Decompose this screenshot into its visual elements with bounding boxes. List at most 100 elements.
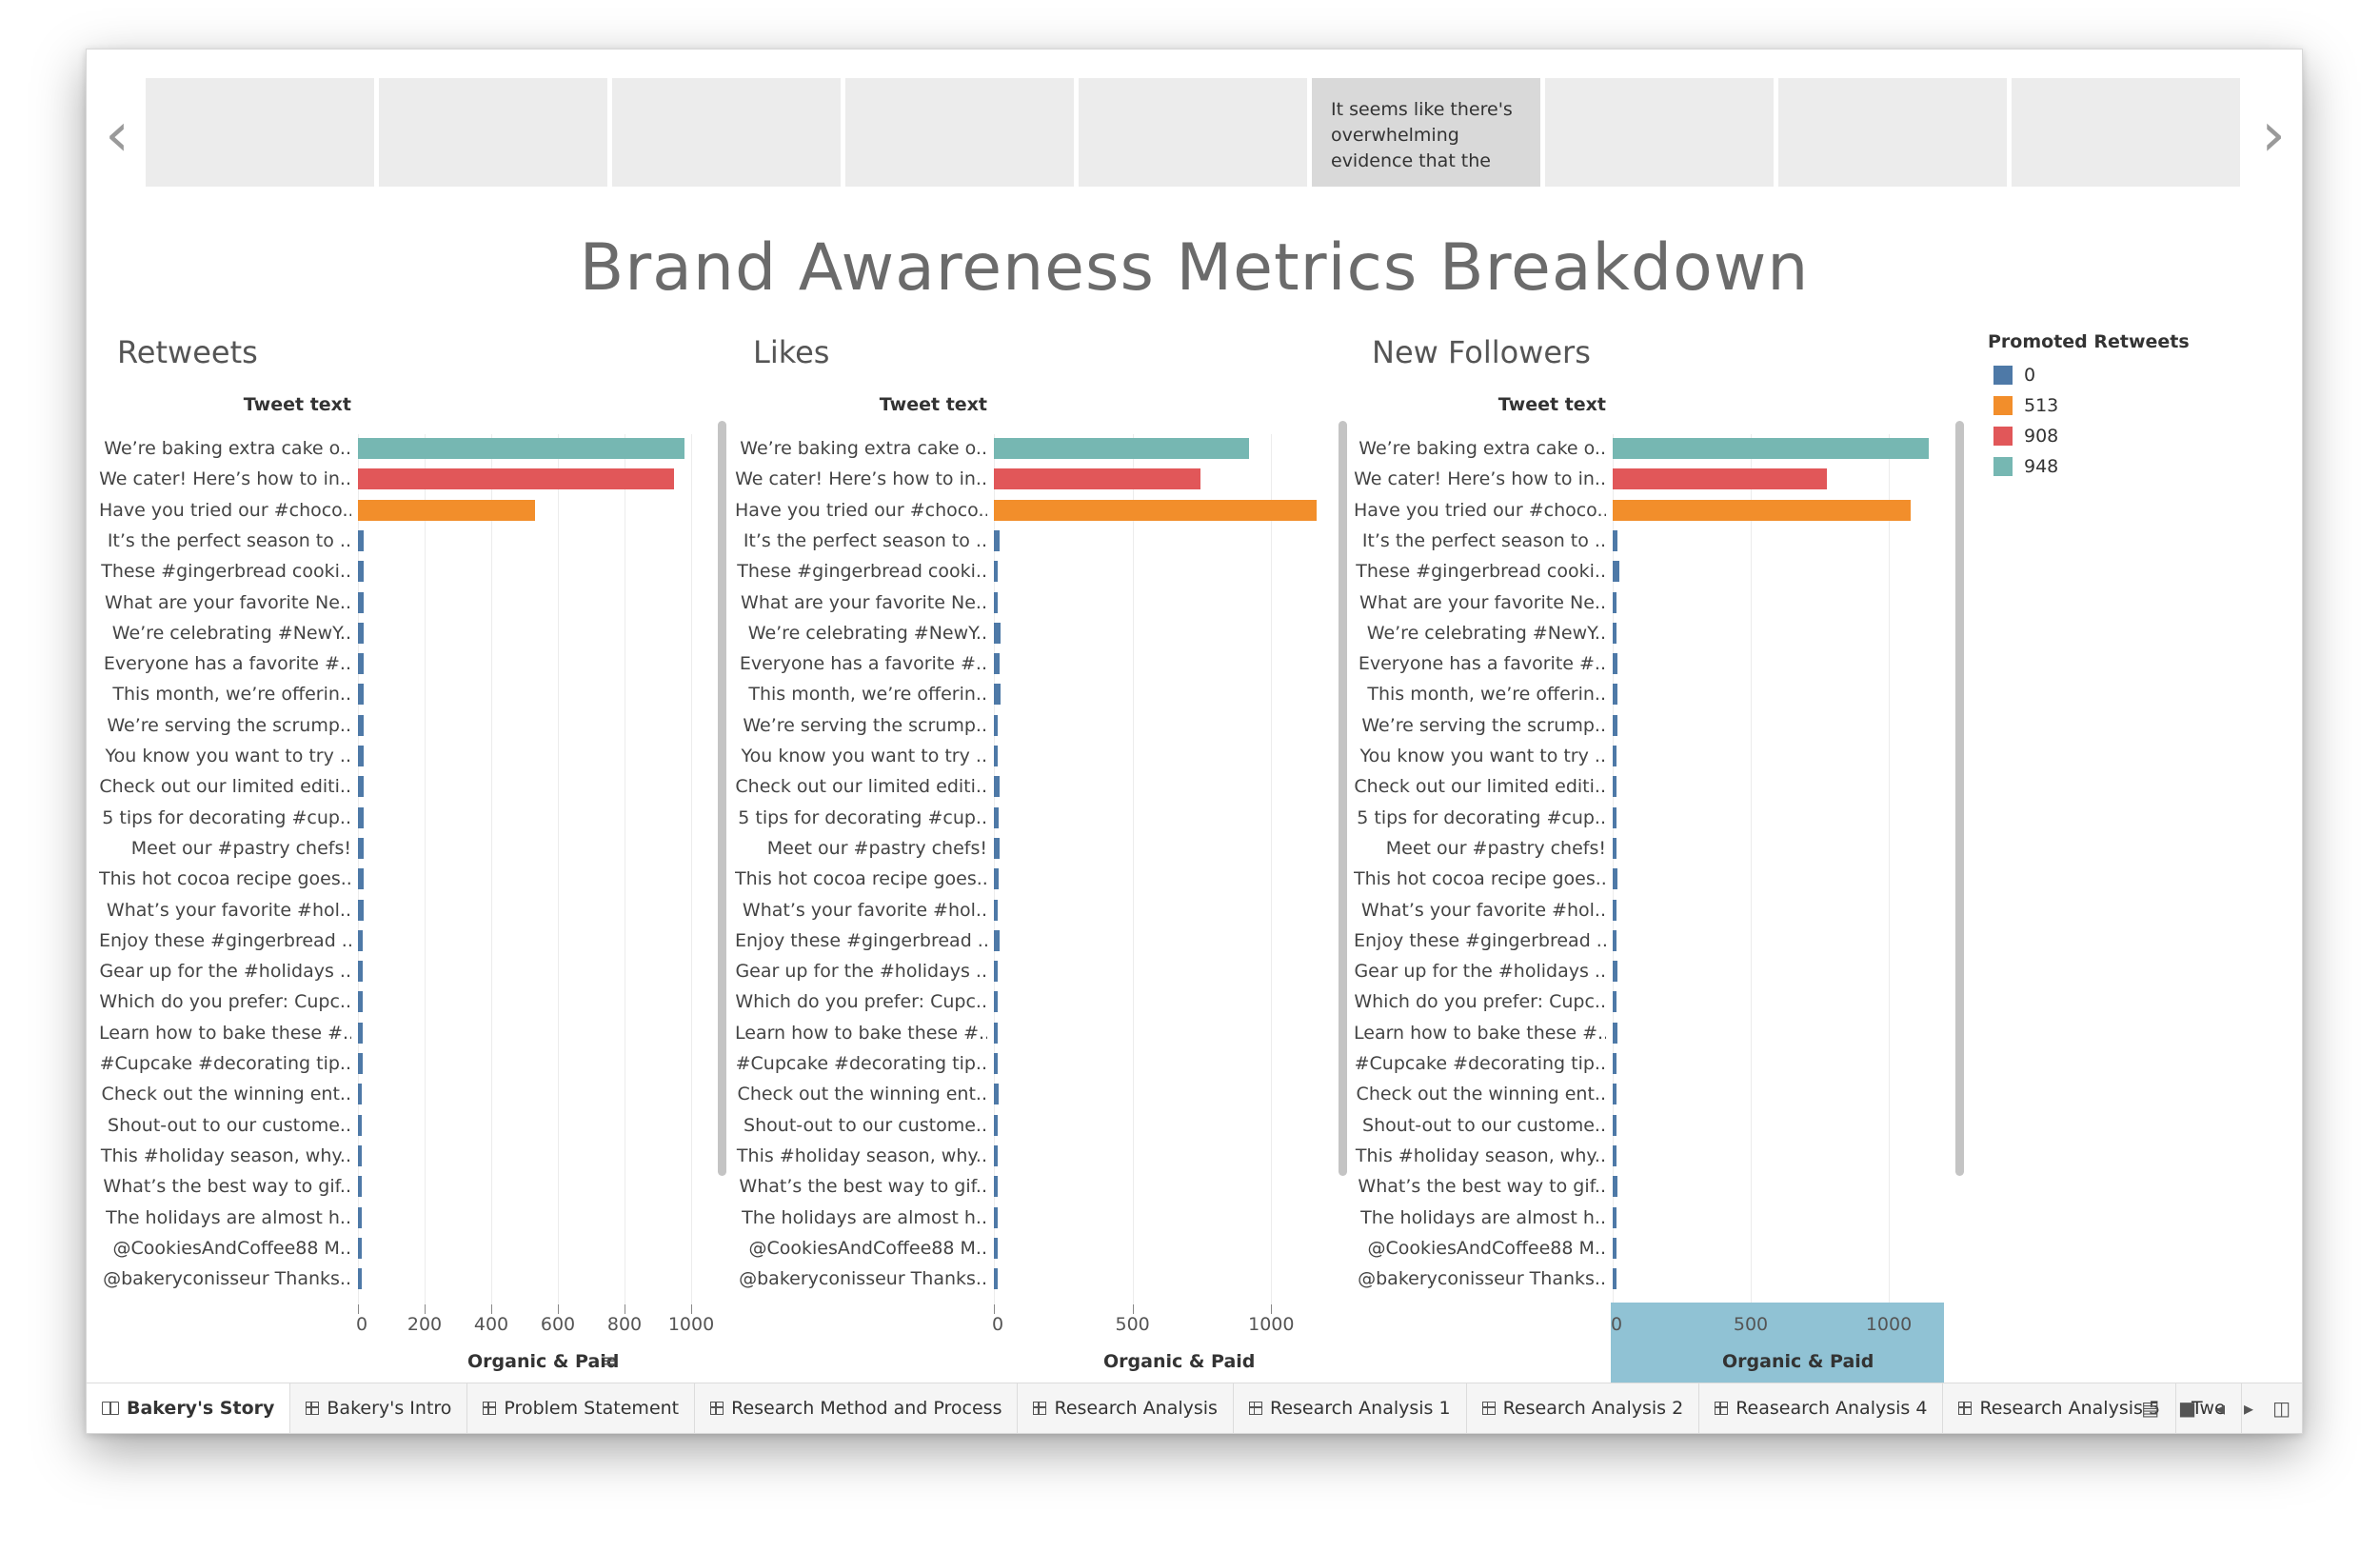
sheet-tab-7[interactable]: Research Analysis 2 bbox=[1467, 1383, 1700, 1433]
bar[interactable] bbox=[358, 529, 365, 551]
tweet-row-label[interactable]: Check out the winning ent.. bbox=[737, 1084, 987, 1105]
prev-sheet-icon[interactable]: ◂ bbox=[2215, 1397, 2226, 1420]
tweet-row-label[interactable]: We cater! Here’s how to in.. bbox=[99, 468, 351, 490]
story-point-9[interactable] bbox=[2012, 78, 2240, 187]
tweet-row-label[interactable]: We cater! Here’s how to in.. bbox=[735, 468, 987, 490]
tweet-row-label[interactable]: Meet our #pastry chefs! bbox=[766, 837, 987, 859]
tweet-row-label[interactable]: Have you tried our #choco.. bbox=[1354, 499, 1606, 521]
tweet-row-label[interactable]: @bakeryconisseur Thanks.. bbox=[1358, 1268, 1606, 1290]
tweet-row-label[interactable]: Learn how to bake these #.. bbox=[99, 1022, 351, 1044]
presentation-icon[interactable]: ◫ bbox=[2272, 1397, 2291, 1420]
tweet-row-label[interactable]: This #holiday season, why.. bbox=[100, 1144, 351, 1166]
tweet-row-label[interactable]: What’s the best way to gif.. bbox=[1358, 1176, 1606, 1198]
tweet-row-label[interactable]: #Cupcake #decorating tip.. bbox=[1354, 1053, 1606, 1074]
tweet-row-label[interactable]: Meet our #pastry chefs! bbox=[130, 837, 351, 859]
tweet-row-label[interactable]: We cater! Here’s how to in.. bbox=[1354, 468, 1606, 490]
tweet-row-label[interactable]: What’s your favorite #hol.. bbox=[742, 899, 987, 921]
bar[interactable] bbox=[994, 438, 1249, 459]
bar[interactable] bbox=[358, 1114, 363, 1136]
bar[interactable] bbox=[1613, 1206, 1616, 1228]
story-point-3[interactable] bbox=[612, 78, 841, 187]
bar[interactable] bbox=[1613, 1022, 1618, 1044]
tweet-row-label[interactable]: What are your favorite Ne.. bbox=[741, 591, 987, 613]
sheet-tab-2[interactable]: Bakery's Intro bbox=[290, 1383, 468, 1433]
bar[interactable] bbox=[994, 837, 1000, 859]
bar[interactable] bbox=[994, 1206, 998, 1228]
tweet-row-label[interactable]: You know you want to try .. bbox=[741, 746, 987, 766]
tweet-row-label[interactable]: What’s your favorite #hol.. bbox=[1360, 899, 1606, 921]
x-axis-title[interactable]: Organic & Paid bbox=[1722, 1351, 1874, 1373]
bar[interactable] bbox=[358, 591, 365, 613]
bar[interactable] bbox=[994, 899, 999, 921]
bar[interactable] bbox=[1613, 714, 1617, 736]
bar[interactable] bbox=[1613, 1084, 1616, 1105]
tweet-row-label[interactable]: This #holiday season, why.. bbox=[1355, 1144, 1606, 1166]
tweet-row-label[interactable]: Shout-out to our custome.. bbox=[108, 1114, 351, 1136]
sort-icon[interactable]: ≡ bbox=[603, 1351, 618, 1372]
sheet-tab-10[interactable]: Twe bbox=[2176, 1383, 2242, 1433]
tweet-row-label[interactable]: This hot cocoa recipe goes.. bbox=[1354, 868, 1606, 890]
tweet-row-label[interactable]: This month, we’re offerin.. bbox=[748, 684, 987, 706]
legend-item[interactable]: 513 bbox=[1988, 390, 2190, 421]
tweet-row-label[interactable]: This #holiday season, why.. bbox=[736, 1144, 987, 1166]
sheet-tab-5[interactable]: Research Analysis bbox=[1018, 1383, 1234, 1433]
tweet-row-label[interactable]: Check out our limited editi.. bbox=[99, 776, 351, 798]
bar[interactable] bbox=[1613, 991, 1616, 1013]
bar[interactable] bbox=[358, 622, 365, 644]
tweet-row-label[interactable]: This month, we’re offerin.. bbox=[1367, 684, 1606, 706]
bar[interactable] bbox=[358, 776, 364, 798]
tweet-row-label[interactable]: These #gingerbread cooki.. bbox=[737, 561, 987, 583]
bar[interactable] bbox=[994, 868, 1000, 890]
bar[interactable] bbox=[358, 991, 363, 1013]
bar[interactable] bbox=[994, 499, 1318, 521]
bar[interactable] bbox=[994, 1022, 999, 1044]
bar[interactable] bbox=[994, 806, 1000, 828]
vertical-scrollbar[interactable] bbox=[1339, 421, 1347, 1176]
bar[interactable] bbox=[358, 714, 365, 736]
sheet-tab-6[interactable]: Research Analysis 1 bbox=[1234, 1383, 1467, 1433]
tweet-row-label[interactable]: These #gingerbread cooki.. bbox=[101, 561, 351, 583]
bar[interactable] bbox=[358, 1268, 362, 1290]
grid-view-icon[interactable]: ▤ bbox=[2141, 1397, 2160, 1420]
tweet-row-label[interactable]: What are your favorite Ne.. bbox=[1359, 591, 1606, 613]
bar[interactable] bbox=[994, 591, 998, 613]
tweet-row-label[interactable]: Enjoy these #gingerbread .. bbox=[735, 929, 987, 951]
tweet-row-label[interactable]: You know you want to try .. bbox=[1359, 746, 1606, 766]
bar[interactable] bbox=[1613, 529, 1618, 551]
tweet-row-label[interactable]: This month, we’re offerin.. bbox=[112, 684, 351, 706]
tweet-row-label[interactable]: @bakeryconisseur Thanks.. bbox=[103, 1268, 351, 1290]
tweet-row-label[interactable]: @CookiesAndCoffee88 M.. bbox=[112, 1237, 351, 1259]
bar[interactable] bbox=[358, 837, 364, 859]
bar[interactable] bbox=[994, 529, 1001, 551]
tweet-row-label[interactable]: Gear up for the #holidays .. bbox=[1354, 961, 1606, 983]
sheet-tab-8[interactable]: Reasearch Analysis 4 bbox=[1699, 1383, 1944, 1433]
story-point-1[interactable] bbox=[146, 78, 374, 187]
tweet-row-label[interactable]: This hot cocoa recipe goes.. bbox=[735, 868, 987, 890]
bar[interactable] bbox=[1613, 929, 1616, 951]
bar[interactable] bbox=[994, 714, 998, 736]
bar[interactable] bbox=[994, 961, 998, 983]
bar[interactable] bbox=[994, 1176, 998, 1198]
tweet-row-label[interactable]: It’s the perfect season to .. bbox=[743, 529, 987, 551]
tweet-row-label[interactable]: It’s the perfect season to .. bbox=[1361, 529, 1606, 551]
story-point-8[interactable] bbox=[1778, 78, 2007, 187]
tweet-row-label[interactable]: Which do you prefer: Cupc.. bbox=[735, 991, 987, 1013]
bar[interactable] bbox=[358, 653, 365, 675]
bar[interactable] bbox=[358, 929, 364, 951]
tweet-row-label[interactable]: Check out the winning ent.. bbox=[101, 1084, 351, 1105]
tweet-row-label[interactable]: #Cupcake #decorating tip.. bbox=[99, 1053, 351, 1074]
bar[interactable] bbox=[358, 561, 365, 583]
bar[interactable] bbox=[1613, 684, 1617, 706]
tweet-row-label[interactable]: We’re baking extra cake o.. bbox=[1359, 438, 1606, 459]
bar[interactable] bbox=[1613, 438, 1930, 459]
tweet-row-label[interactable]: We’re serving the scrump.. bbox=[1361, 714, 1606, 736]
bar[interactable] bbox=[358, 1084, 363, 1105]
bar[interactable] bbox=[1613, 653, 1618, 675]
tweet-row-label[interactable]: 5 tips for decorating #cup.. bbox=[1357, 806, 1606, 828]
bar[interactable] bbox=[1613, 1053, 1617, 1074]
bar[interactable] bbox=[1613, 776, 1616, 798]
chevron-left-icon[interactable]: ‹ bbox=[105, 100, 129, 170]
bar[interactable] bbox=[1613, 468, 1827, 490]
tweet-row-label[interactable]: Learn how to bake these #.. bbox=[1354, 1022, 1606, 1044]
bar[interactable] bbox=[358, 499, 536, 521]
